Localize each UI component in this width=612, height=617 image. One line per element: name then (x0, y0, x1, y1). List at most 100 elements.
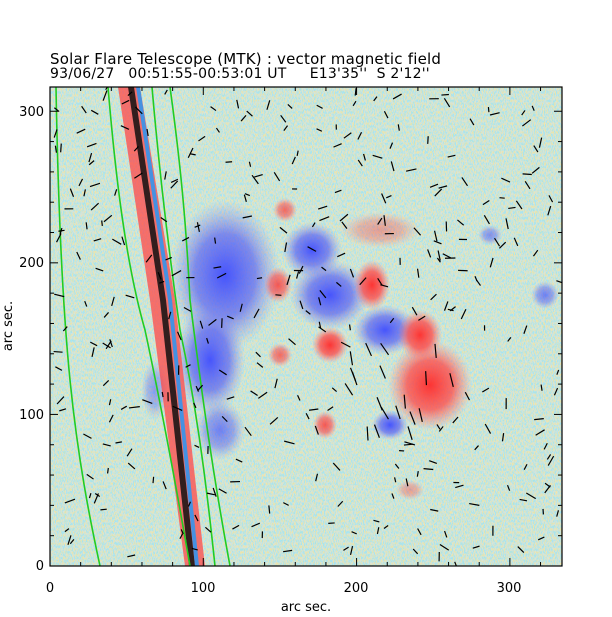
field-vector (348, 324, 351, 331)
field-vector (84, 300, 88, 307)
field-vector (251, 522, 261, 528)
field-vector (331, 387, 337, 393)
field-vector (287, 103, 293, 109)
field-vector (218, 369, 227, 376)
field-vector (111, 296, 115, 307)
field-vector (393, 477, 397, 483)
field-vector (553, 387, 559, 396)
field-vector (349, 367, 357, 382)
field-vector (196, 222, 200, 233)
field-vector (108, 414, 114, 423)
field-vector (437, 250, 441, 261)
field-vector (283, 125, 289, 131)
field-vector (170, 180, 179, 189)
field-vector (494, 237, 501, 247)
field-vector (344, 383, 354, 396)
field-vector (243, 194, 247, 202)
field-vector (363, 153, 366, 161)
field-vector (284, 242, 288, 253)
field-vector (489, 257, 494, 268)
field-vector (416, 471, 419, 477)
field-vector (305, 310, 311, 315)
field-vector (394, 463, 400, 469)
field-vector (250, 390, 258, 396)
field-vector (521, 119, 532, 127)
field-vector (319, 216, 330, 222)
field-vector (430, 293, 437, 301)
field-vector (244, 426, 252, 437)
field-vector (103, 214, 113, 223)
field-vector (193, 402, 197, 409)
field-vector (197, 384, 204, 392)
field-vector (314, 425, 319, 435)
field-vector (76, 128, 86, 134)
field-vector (391, 493, 395, 499)
field-vector (373, 96, 378, 102)
field-vector (474, 445, 479, 451)
field-vector (556, 280, 562, 284)
field-vector (164, 171, 167, 180)
field-vector (56, 233, 62, 243)
y-tick-label: 200 (19, 256, 44, 271)
field-vector (177, 331, 182, 341)
field-vector (88, 492, 92, 499)
field-vector (377, 278, 383, 286)
field-vector (505, 218, 509, 230)
field-vector (59, 227, 63, 235)
field-vector (90, 109, 99, 115)
x-tick-label: 100 (191, 581, 216, 596)
field-vector (198, 135, 206, 142)
field-vector (379, 365, 386, 379)
field-vector (214, 237, 217, 244)
field-vector (81, 105, 87, 114)
field-vector (349, 351, 354, 366)
field-vector (526, 492, 537, 500)
field-vector (298, 265, 304, 274)
field-vector (418, 315, 426, 321)
field-vector (53, 350, 63, 353)
field-vector (546, 454, 552, 460)
field-vector (62, 326, 68, 332)
field-vector (60, 143, 62, 153)
field-vector (299, 300, 304, 310)
field-vector (389, 317, 395, 324)
field-vector (543, 442, 548, 450)
field-vector (472, 545, 480, 549)
field-vector (429, 183, 439, 188)
field-vector (417, 528, 422, 536)
vector-field (53, 87, 562, 566)
field-vector (215, 127, 220, 133)
field-vector (206, 492, 216, 496)
field-vector (255, 351, 261, 358)
field-vector (286, 274, 291, 286)
field-vector (180, 529, 184, 535)
field-vector (469, 118, 475, 126)
field-vector (307, 246, 317, 252)
field-vector (334, 189, 342, 194)
field-vector (102, 342, 111, 349)
field-vector (474, 276, 478, 282)
field-vector (189, 153, 196, 156)
field-vector (89, 341, 98, 347)
field-vector (251, 174, 259, 185)
field-vector (436, 424, 441, 430)
field-vector (106, 467, 109, 474)
field-vector (59, 408, 67, 412)
field-vector (88, 152, 93, 163)
field-vector (443, 301, 449, 311)
field-vector (464, 391, 471, 401)
field-vector (164, 89, 168, 95)
field-vector (236, 99, 240, 109)
field-vector (109, 339, 113, 348)
field-vector (152, 476, 155, 484)
field-vector (254, 173, 263, 178)
field-vector (482, 387, 490, 393)
field-vector (534, 418, 544, 421)
field-vector (183, 306, 192, 312)
field-vector (240, 114, 247, 122)
field-vector (413, 227, 422, 236)
field-vector (161, 391, 164, 398)
field-vector (380, 406, 389, 420)
field-vector (365, 342, 372, 357)
field-vector (507, 336, 512, 342)
